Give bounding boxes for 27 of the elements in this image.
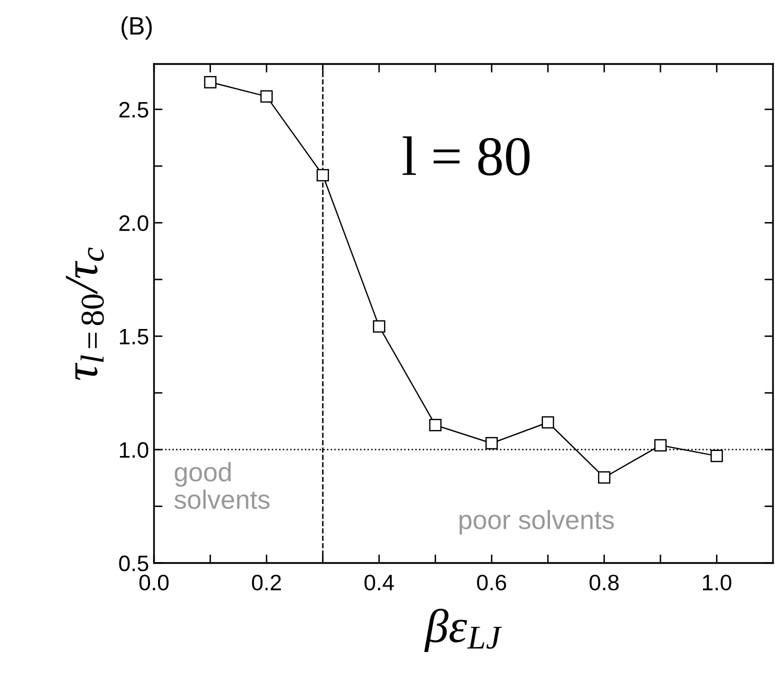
x-tick-label: 0.8: [590, 574, 619, 590]
point: [204, 76, 216, 88]
y-tick-label: 1.5: [120, 328, 148, 344]
y-tick-label: 2.0: [119, 215, 148, 232]
point: [316, 168, 329, 182]
point: [260, 90, 273, 103]
y-tick-label: 0.5: [119, 556, 148, 572]
y-tick-label: 2.5: [119, 102, 148, 118]
annotation: l = 80: [402, 136, 530, 176]
point: [598, 471, 610, 484]
point: [654, 439, 667, 452]
chart-title: (B): [122, 16, 152, 40]
x-axis-title: βε$_{LJ}$: [424, 608, 502, 652]
x-tick-label: 0.6: [477, 574, 506, 590]
y-axis-title: τ$_{l=80}$/τ$_{c}$: [66, 248, 104, 380]
point: [710, 450, 723, 462]
x-tick-label: 0.4: [364, 574, 394, 590]
x-tick-label: 0.2: [252, 574, 281, 590]
point: [485, 437, 498, 450]
point: [372, 320, 386, 333]
y-tick-label: 1.0: [120, 442, 148, 458]
annotation: good solvents: [174, 462, 270, 509]
point: [429, 418, 442, 432]
x-tick-label: 0.0: [139, 574, 169, 590]
annotation: poor solvents: [460, 510, 614, 534]
point: [542, 416, 554, 429]
x-tick-label: 1.0: [702, 574, 732, 590]
